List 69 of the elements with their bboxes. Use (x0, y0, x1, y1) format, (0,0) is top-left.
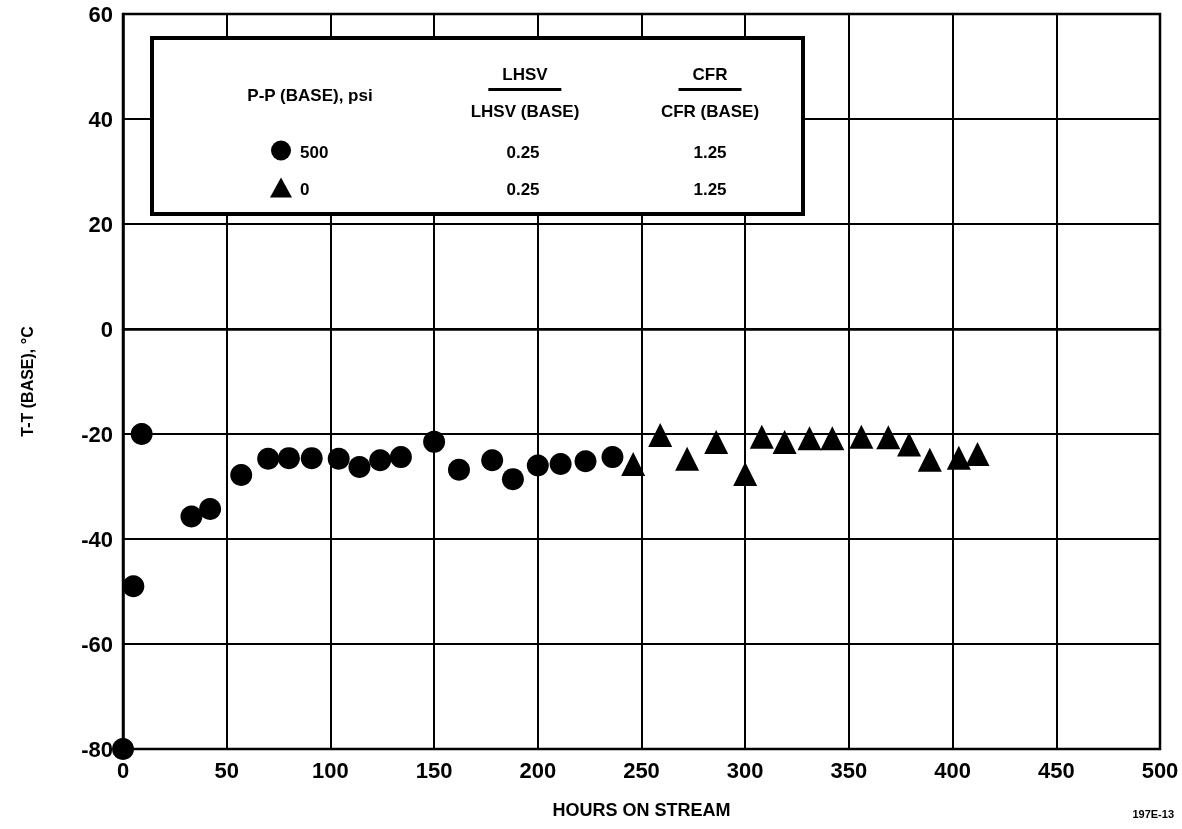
point (965, 441, 990, 466)
point (876, 425, 901, 450)
point (621, 451, 646, 476)
point (733, 461, 758, 486)
annotation: LHSV (488, 65, 562, 91)
x-axis-title: HOURS ON STREAM (552, 800, 731, 820)
legend-title: P-P (BASE), psi (247, 86, 373, 106)
annotation: 1.25 (693, 180, 727, 200)
point (122, 575, 145, 598)
y-tick-label: 0 (100, 316, 113, 342)
annotation: CFR (BASE) (660, 102, 760, 122)
point (327, 447, 350, 470)
point (300, 447, 323, 470)
point (180, 505, 203, 528)
y-tick-label: -80 (81, 736, 113, 762)
x-tick-label: 500 (1141, 757, 1179, 783)
x-tick-label: 450 (1037, 757, 1075, 783)
point (946, 445, 971, 470)
point (675, 446, 700, 471)
y-tick-label: 20 (88, 211, 113, 237)
y-tick-label: -20 (81, 421, 113, 447)
point (526, 454, 549, 477)
point (348, 456, 371, 479)
annotation: 1.25 (693, 143, 727, 163)
point (230, 463, 253, 486)
point (897, 432, 922, 457)
text: 197E-13 (1132, 807, 1175, 820)
point (849, 424, 874, 449)
point (112, 738, 134, 760)
annotation: LHSV (BASE) (470, 102, 580, 122)
x-tick-label: 50 (214, 757, 239, 783)
y-tick-label: -60 (81, 631, 113, 657)
point (601, 446, 624, 469)
point (749, 424, 774, 449)
y-tick-label: 40 (88, 106, 113, 132)
point (704, 429, 729, 454)
annotation: 0.25 (506, 143, 540, 163)
y-tick-label: -40 (81, 526, 113, 552)
x-tick-label: 0 (116, 757, 130, 783)
x-tick-label: 250 (623, 757, 660, 783)
point (130, 423, 153, 445)
point (797, 426, 822, 451)
point (820, 426, 845, 451)
point (574, 450, 597, 473)
y-tick-label: 60 (88, 1, 113, 27)
x-tick-label: 300 (726, 757, 764, 783)
x-tick-label: 200 (519, 757, 557, 783)
annotation: CFR (678, 65, 742, 91)
point (772, 429, 797, 454)
point (549, 452, 572, 475)
point (199, 498, 222, 521)
point (917, 447, 942, 472)
x-tick-label: 350 (830, 757, 868, 783)
point (481, 449, 504, 472)
point (448, 458, 470, 481)
point (389, 446, 412, 469)
y-axis-title: T-T (BASE), °C (18, 325, 36, 437)
point (423, 430, 446, 453)
point (257, 447, 280, 470)
point (369, 449, 392, 472)
point (648, 423, 673, 448)
point (501, 468, 524, 491)
x-tick-label: 400 (934, 757, 971, 783)
legend-label: 500 (300, 143, 329, 163)
x-tick-label: 100 (312, 757, 349, 783)
x-tick-label: 150 (415, 757, 453, 783)
legend-label: 0 (300, 180, 310, 200)
point (277, 447, 300, 470)
annotation: 0.25 (506, 180, 540, 200)
